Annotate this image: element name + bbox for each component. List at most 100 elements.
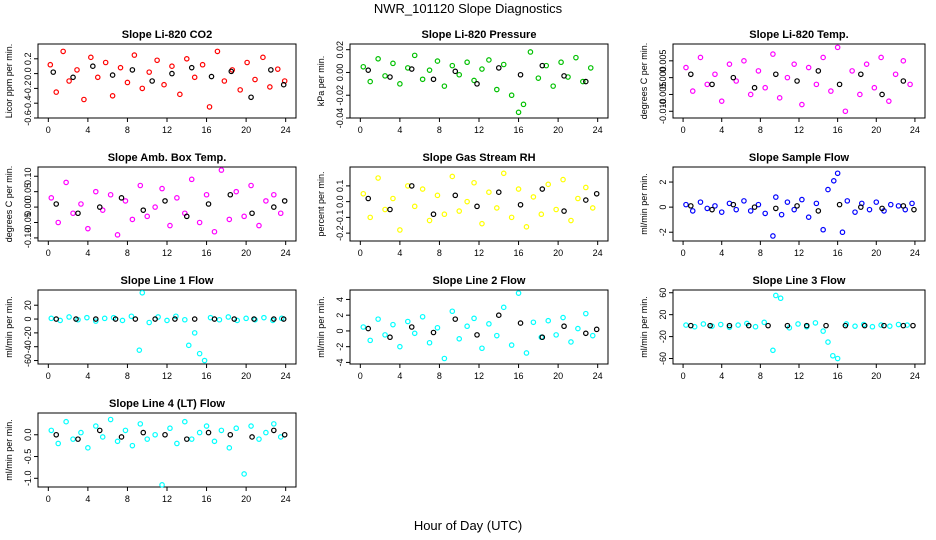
y-tick-label: -2 <box>335 343 345 351</box>
data-point <box>688 71 694 78</box>
y-tick-label: -0.02 <box>335 85 345 106</box>
y-tick-label: -2 <box>658 228 668 236</box>
data-point <box>152 204 158 210</box>
x-tick-label: 20 <box>871 248 881 258</box>
panel-title: Slope Line 1 Flow <box>121 275 214 287</box>
data-point <box>84 314 90 321</box>
x-tick-label: 16 <box>514 248 524 258</box>
data-point <box>73 316 79 322</box>
data-point <box>907 81 913 88</box>
data-point <box>689 208 696 214</box>
data-point <box>520 101 527 108</box>
plot-frame <box>349 43 609 119</box>
data-point <box>583 197 589 203</box>
x-tick-label: 4 <box>397 248 402 258</box>
data-point <box>218 167 225 173</box>
data-point <box>441 83 448 89</box>
x-tick-label: 20 <box>871 125 881 135</box>
data-point <box>375 316 381 322</box>
data-point <box>227 431 234 438</box>
data-point <box>820 328 826 334</box>
data-point <box>530 194 537 200</box>
data-point <box>430 211 437 218</box>
data-point <box>765 322 771 329</box>
y-axis-label: ml/min per min. <box>639 296 649 358</box>
data-point <box>107 191 114 198</box>
data-point <box>494 205 500 211</box>
data-point <box>53 316 60 322</box>
data-point <box>550 83 556 89</box>
data-point <box>131 52 138 58</box>
data-point <box>53 89 60 95</box>
data-point <box>191 330 198 336</box>
x-tick-label: 8 <box>437 125 442 135</box>
data-point <box>799 101 805 108</box>
data-point <box>479 220 485 227</box>
y-tick-label: 2 <box>658 180 668 185</box>
data-point <box>228 68 235 75</box>
data-point <box>449 173 456 180</box>
y-tick-label: 0.0 <box>335 195 345 208</box>
data-point <box>730 74 737 81</box>
data-point <box>441 211 448 218</box>
y-axis-label: degrees C per min. <box>4 166 14 243</box>
data-point <box>495 65 502 71</box>
data-point <box>770 233 776 239</box>
data-point <box>730 201 737 208</box>
data-point <box>109 72 116 78</box>
data-point <box>773 292 779 299</box>
data-point <box>122 427 129 434</box>
y-tick-label: -20 <box>658 330 668 343</box>
data-point <box>688 322 694 329</box>
data-point <box>751 204 758 210</box>
x-tick-label: 24 <box>281 371 291 381</box>
plot-frame <box>349 289 609 365</box>
data-point <box>159 482 165 488</box>
x-tick-label: 16 <box>202 371 212 381</box>
data-point <box>495 189 502 195</box>
y-tick-label: 0.0 <box>23 429 33 442</box>
x-tick-label: 24 <box>910 371 920 381</box>
data-point <box>154 57 160 64</box>
data-point <box>182 418 188 425</box>
data-point <box>211 316 218 322</box>
chart-panel: Slope Li-820 CO2 Licor ppm per min. 0 4 8 12 1… <box>4 29 297 135</box>
data-point <box>495 312 502 318</box>
chart-panel: Slope Line 2 Flow ml/min per min. 0 4 8 12 16 2… <box>316 275 609 381</box>
data-point <box>53 201 60 207</box>
data-point <box>709 206 715 213</box>
data-point <box>144 213 151 220</box>
data-point <box>697 199 704 205</box>
data-point <box>94 74 101 81</box>
data-point <box>48 427 55 434</box>
x-tick-label: 4 <box>85 494 90 504</box>
data-point <box>426 217 433 224</box>
x-tick-label: 12 <box>474 371 484 381</box>
data-point <box>900 78 907 84</box>
y-tick-label: -20 <box>23 326 33 339</box>
data-point <box>434 324 441 331</box>
panel-title: Slope Amb. Box Temp. <box>108 152 227 164</box>
data-point <box>733 206 740 213</box>
data-point <box>849 68 855 74</box>
data-point <box>233 188 240 195</box>
data-point <box>852 209 858 215</box>
data-point <box>118 195 125 201</box>
data-point <box>102 59 109 66</box>
chart-panel: Slope Sample Flow ml/min per min. 0 4 8 12 16 2… <box>639 152 926 258</box>
data-point <box>360 63 367 70</box>
data-series <box>50 63 287 101</box>
x-tick-label: 16 <box>833 125 843 135</box>
data-point <box>249 210 255 217</box>
data-point <box>452 68 459 75</box>
data-point <box>593 326 600 333</box>
data-point <box>812 320 819 326</box>
chart-panel: Slope Li-820 Pressure kPa per min. 0 4 8 12 16… <box>316 29 609 135</box>
x-tick-label: 16 <box>833 248 843 258</box>
data-point <box>464 323 470 330</box>
data-point <box>799 196 805 203</box>
data-point <box>560 314 566 321</box>
data-point <box>878 322 884 328</box>
y-tick-label: 0.02 <box>335 41 345 59</box>
data-point <box>836 81 843 88</box>
